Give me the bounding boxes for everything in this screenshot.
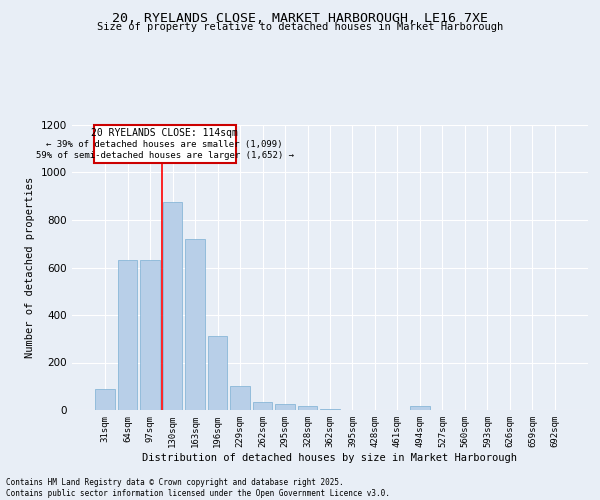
Bar bbox=[410, 406, 430, 410]
Bar bbox=[185, 239, 205, 410]
FancyBboxPatch shape bbox=[94, 125, 236, 163]
Text: 20, RYELANDS CLOSE, MARKET HARBOROUGH, LE16 7XE: 20, RYELANDS CLOSE, MARKET HARBOROUGH, L… bbox=[112, 12, 488, 26]
Bar bbox=[298, 406, 317, 410]
Bar bbox=[118, 260, 137, 410]
Bar bbox=[163, 202, 182, 410]
Text: 59% of semi-detached houses are larger (1,652) →: 59% of semi-detached houses are larger (… bbox=[35, 151, 293, 160]
Text: Size of property relative to detached houses in Market Harborough: Size of property relative to detached ho… bbox=[97, 22, 503, 32]
Y-axis label: Number of detached properties: Number of detached properties bbox=[25, 177, 35, 358]
Bar bbox=[208, 336, 227, 410]
X-axis label: Distribution of detached houses by size in Market Harborough: Distribution of detached houses by size … bbox=[143, 452, 517, 462]
Text: ← 39% of detached houses are smaller (1,099): ← 39% of detached houses are smaller (1,… bbox=[46, 140, 283, 149]
Bar bbox=[95, 388, 115, 410]
Text: Contains HM Land Registry data © Crown copyright and database right 2025.
Contai: Contains HM Land Registry data © Crown c… bbox=[6, 478, 390, 498]
Bar bbox=[275, 404, 295, 410]
Bar bbox=[320, 409, 340, 410]
Bar bbox=[140, 260, 160, 410]
Bar bbox=[253, 402, 272, 410]
Text: 20 RYELANDS CLOSE: 114sqm: 20 RYELANDS CLOSE: 114sqm bbox=[91, 128, 238, 138]
Bar bbox=[230, 386, 250, 410]
